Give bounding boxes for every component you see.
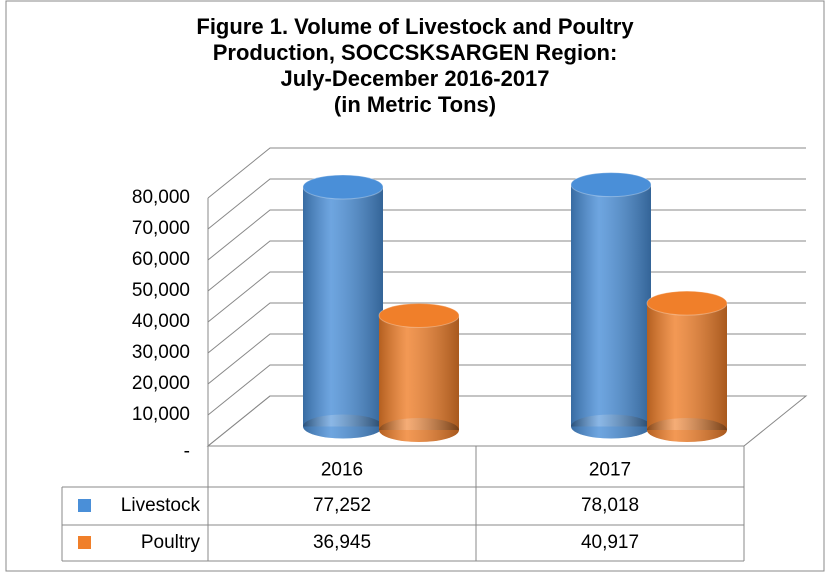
data-label: 40,917 <box>581 532 639 553</box>
data-label: 77,252 <box>313 495 371 516</box>
grid-line <box>207 147 806 199</box>
chart-title: Production, SOCCSKSARGEN Region: <box>213 40 618 65</box>
legend-swatch <box>78 499 91 512</box>
grid-line <box>207 240 806 292</box>
legend-swatch <box>78 536 91 549</box>
chart-title: July-December 2016-2017 <box>280 66 549 91</box>
legend-label: Livestock <box>121 495 201 516</box>
frame <box>5 0 825 572</box>
cylinder-top <box>646 290 728 316</box>
y-tick-label: 70,000 <box>132 218 190 239</box>
cylinder-shade <box>303 187 383 427</box>
legend-label: Poultry <box>141 532 201 553</box>
y-tick-label: 80,000 <box>132 187 190 208</box>
y-tick-label: 60,000 <box>132 249 190 270</box>
cylinder-top <box>302 174 384 200</box>
y-tick-label: 50,000 <box>132 280 190 301</box>
y-tick-label: 30,000 <box>132 342 190 363</box>
cylinder-shade <box>379 315 459 430</box>
y-tick-label: 10,000 <box>132 404 190 425</box>
cylinder-top <box>570 172 652 198</box>
chart-title: Figure 1. Volume of Livestock and Poultr… <box>196 14 634 39</box>
grid-line <box>207 178 806 230</box>
x-tick-label: 2016 <box>321 460 363 481</box>
x-tick-label: 2017 <box>589 460 631 481</box>
data-label: 36,945 <box>313 532 371 553</box>
y-tick-label: 40,000 <box>132 311 190 332</box>
cylinder-shade <box>647 303 727 430</box>
chart-title: (in Metric Tons) <box>334 92 496 117</box>
y-tick-label: 20,000 <box>132 373 190 394</box>
data-label: 78,018 <box>581 495 639 516</box>
cylinder-shade <box>571 184 651 427</box>
y-tick-label: - <box>184 441 190 462</box>
grid-line <box>207 209 806 261</box>
cylinder-top <box>378 302 460 328</box>
